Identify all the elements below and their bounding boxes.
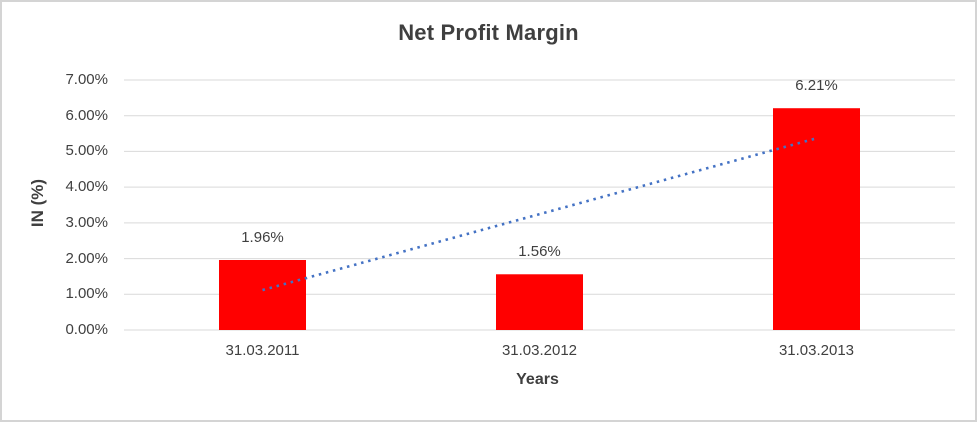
data-label: 1.96% [241,229,284,246]
y-tick-label: 5.00% [65,142,108,160]
trendline [262,137,817,292]
y-tick-label: 3.00% [65,213,108,231]
data-label: 1.56% [518,243,561,261]
x-tick-label: 31.03.2012 [501,342,578,359]
data-label: 6.21% [795,77,838,95]
y-tick-label: 1.00% [65,285,108,303]
bar [219,260,306,330]
y-tick-label: 4.00% [65,178,108,196]
bar [496,274,583,330]
y-tick-label: 2.00% [65,249,108,267]
y-tick-label: 7.00% [65,71,108,88]
y-tick-label: 0.00% [65,321,108,338]
x-tick-label: 31.03.2011 [225,342,300,359]
chart-title: Net Profit Margin [398,20,579,45]
x-axis-title: Years [516,371,559,388]
bar [773,108,860,330]
y-tick-label: 6.00% [65,106,108,124]
x-tick-label: 31.03.2013 [778,342,855,359]
